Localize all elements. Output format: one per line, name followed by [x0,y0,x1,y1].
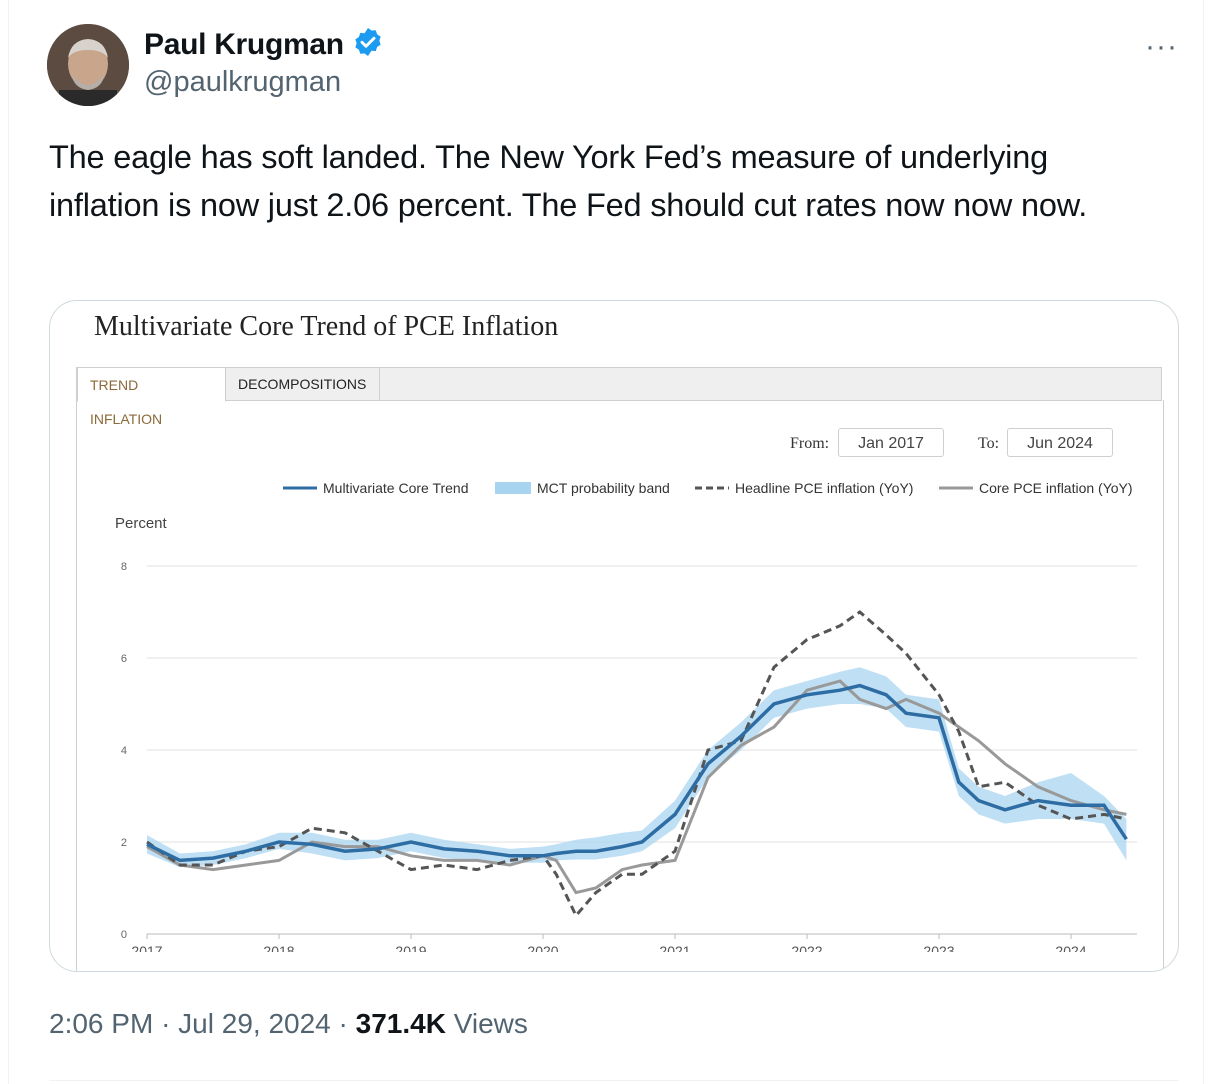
x-tick-label: 2021 [659,943,690,952]
inflation-line-chart: Multivariate Core Trend MCT probability b… [115,480,1137,952]
x-tick-label: 2020 [527,943,558,952]
divider [49,1080,1179,1081]
y-tick-label: 0 [121,929,127,941]
legend-label: MCT probability band [537,480,670,496]
y-tick-label: 8 [121,561,127,573]
author-name[interactable]: Paul Krugman [144,27,344,61]
to-label: To: [978,435,1000,452]
tweet-date[interactable]: Jul 29, 2024 [178,1008,331,1039]
x-tick-label: 2023 [923,943,954,952]
tweet-card: Paul Krugman @paulkrugman ··· The eagle … [8,0,1204,1084]
tweet-image[interactable]: Multivariate Core Trend of PCE Inflation… [49,300,1179,972]
tweet-meta: 2:06 PM · Jul 29, 2024 · 371.4K Views [49,1008,528,1040]
headline-pce-line [146,610,1127,919]
chart-area: From: Jan 2017 To: Jun 2024 Multivariate… [76,400,1164,971]
y-axis-label: Percent [115,515,168,532]
to-date-input[interactable]: Jun 2024 [1007,428,1113,457]
legend-label: Headline PCE inflation (YoY) [735,480,913,496]
tweet-time[interactable]: 2:06 PM [49,1008,154,1039]
chart-tabs: TREND INFLATION DECOMPOSITIONS [76,367,1162,427]
legend-label: Core PCE inflation (YoY) [979,480,1133,496]
x-tick-label: 2018 [263,943,294,952]
y-tick-label: 2 [121,837,127,849]
tab-trend-inflation[interactable]: TREND INFLATION [77,367,226,427]
views-count: 371.4K [355,1008,446,1039]
mct-probability-band [147,667,1127,868]
multivariate-core-trend-line [146,683,1128,863]
x-tick-label: 2022 [791,943,822,952]
author-handle[interactable]: @paulkrugman [144,66,342,98]
chart-title: Multivariate Core Trend of PCE Inflation [94,311,559,342]
views-label: Views [453,1008,528,1039]
more-options-icon[interactable]: ··· [1145,30,1178,63]
from-date-input[interactable]: Jan 2017 [838,428,944,457]
author-avatar[interactable] [47,24,129,106]
meta-separator: · [338,1008,348,1039]
x-tick-label: 2024 [1055,943,1086,952]
legend-swatch [495,482,531,494]
from-label: From: [790,435,830,452]
x-tick-label: 2017 [131,943,162,952]
y-tick-label: 6 [121,653,127,665]
y-tick-label: 4 [121,745,127,757]
verified-badge-icon [352,26,384,63]
core-pce-line [146,679,1127,895]
legend-label: Multivariate Core Trend [323,480,469,496]
tab-decompositions[interactable]: DECOMPOSITIONS [226,367,380,401]
tweet-text: The eagle has soft landed. The New York … [49,139,1088,223]
chart-legend: Multivariate Core Trend MCT probability b… [283,480,1133,496]
meta-separator: · [161,1008,171,1039]
x-tick-label: 2019 [395,943,426,952]
